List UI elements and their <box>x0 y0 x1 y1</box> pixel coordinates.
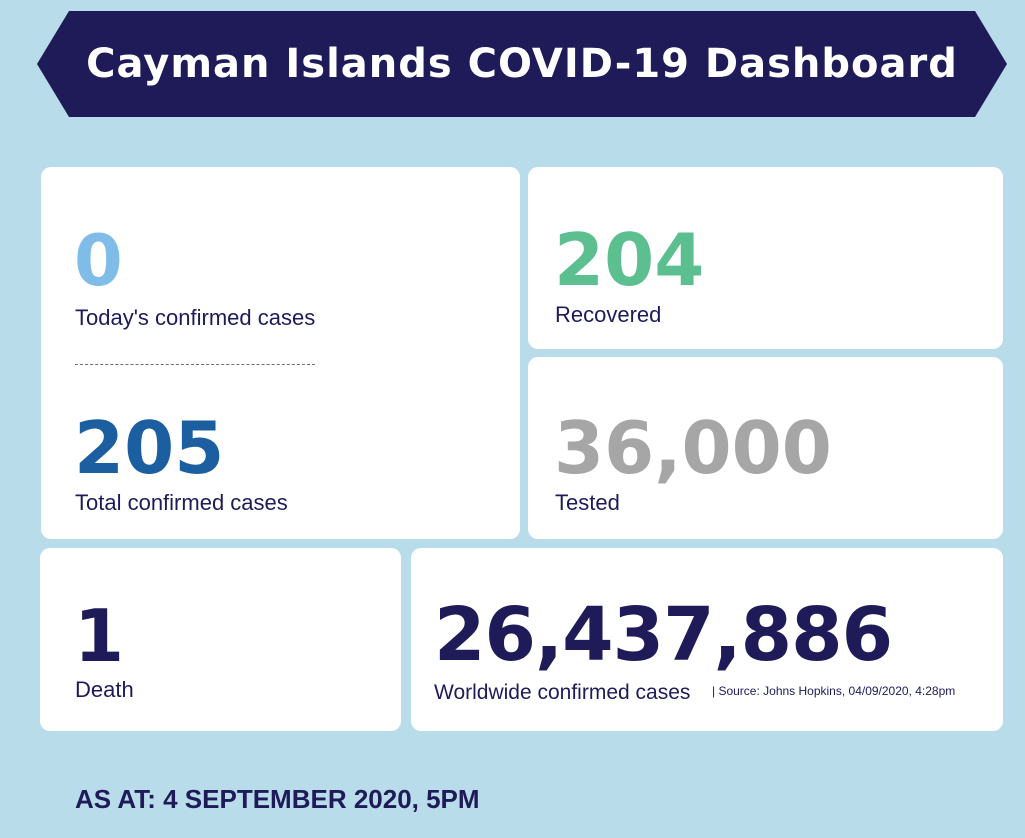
confirmed-cases-card <box>41 167 520 539</box>
today-confirmed-label: Today's confirmed cases <box>75 305 316 330</box>
total-confirmed-label: Total confirmed cases <box>75 490 288 515</box>
worldwide-value: 26,437,886 <box>434 592 893 678</box>
worldwide-label: Worldwide confirmed cases <box>434 681 691 704</box>
tested-label: Tested <box>555 490 620 515</box>
recovered-card <box>528 167 1003 349</box>
death-value: 1 <box>74 594 125 678</box>
card-divider <box>75 364 315 365</box>
death-card <box>40 548 401 731</box>
tested-value: 36,000 <box>554 406 832 490</box>
page-title: Cayman Islands COVID-19 Dashboard <box>86 41 958 87</box>
source-note: | Source: Johns Hopkins, 04/09/2020, 4:2… <box>712 684 956 698</box>
today-confirmed-value: 0 <box>74 220 123 302</box>
total-confirmed-value: 205 <box>74 406 225 490</box>
recovered-value: 204 <box>554 218 705 302</box>
worldwide-card <box>411 548 1003 731</box>
title-banner: Cayman Islands COVID-19 Dashboard <box>37 11 1007 117</box>
recovered-label: Recovered <box>555 302 662 327</box>
death-label: Death <box>75 677 134 702</box>
as-at-date: AS AT: 4 SEPTEMBER 2020, 5PM <box>75 784 480 814</box>
tested-card <box>528 357 1003 539</box>
